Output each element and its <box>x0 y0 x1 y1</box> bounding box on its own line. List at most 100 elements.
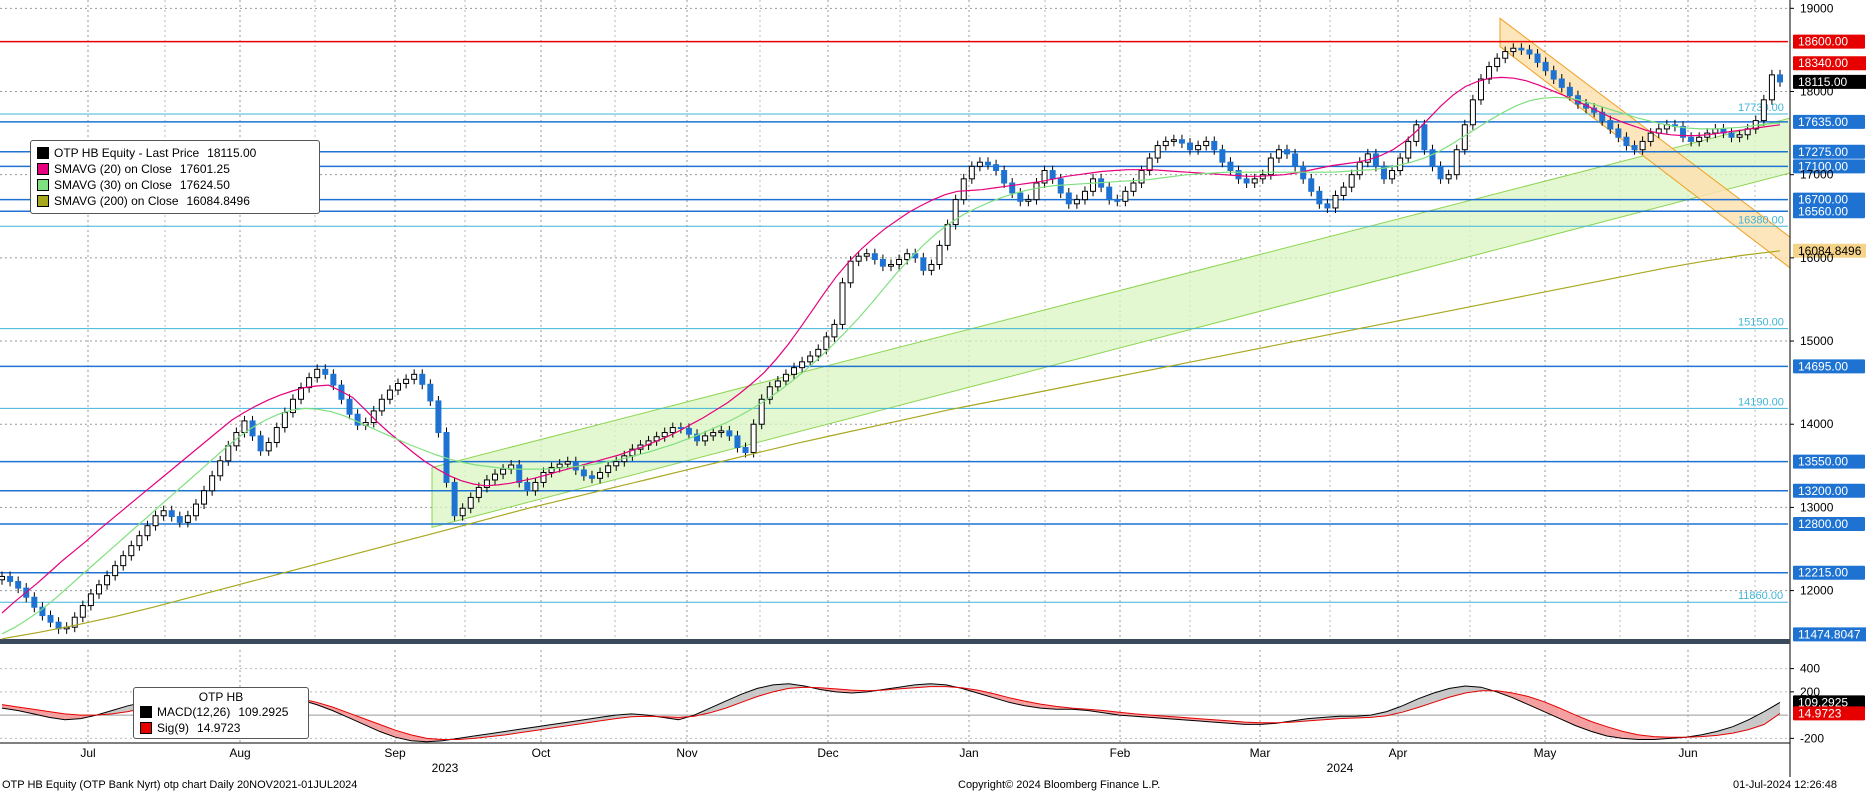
candle[interactable] <box>1195 145 1202 151</box>
candle[interactable] <box>435 400 442 434</box>
candle[interactable] <box>1469 99 1476 126</box>
candle[interactable] <box>807 355 814 363</box>
candle[interactable] <box>742 447 749 454</box>
candle[interactable] <box>217 460 224 477</box>
sma-line-3[interactable] <box>1 250 1781 640</box>
candle[interactable] <box>904 253 911 261</box>
candle[interactable] <box>354 413 361 426</box>
legend-entry[interactable]: SMAVG (30) on Close 17624.50 <box>37 177 313 193</box>
candle[interactable] <box>1251 178 1258 184</box>
candle[interactable] <box>847 260 854 284</box>
candle[interactable] <box>120 555 127 567</box>
candle[interactable] <box>1728 132 1735 138</box>
candle[interactable] <box>758 398 765 425</box>
candle[interactable] <box>613 461 620 467</box>
legend-entry[interactable]: OTP HB Equity - Last Price 18115.00 <box>37 145 313 161</box>
candle[interactable] <box>411 373 418 380</box>
candle[interactable] <box>87 593 94 607</box>
candle[interactable] <box>871 253 878 261</box>
candle[interactable] <box>944 224 951 246</box>
candle[interactable] <box>500 468 507 475</box>
candle[interactable] <box>322 368 329 375</box>
candle[interactable] <box>1178 139 1185 144</box>
candle[interactable] <box>1680 125 1687 138</box>
candle[interactable] <box>984 161 991 166</box>
candle[interactable] <box>1001 170 1008 184</box>
candle[interactable] <box>491 473 498 481</box>
candle[interactable] <box>273 427 280 444</box>
candle[interactable] <box>298 387 305 400</box>
candle[interactable] <box>524 481 531 492</box>
candle[interactable] <box>839 282 846 325</box>
candle[interactable] <box>1211 140 1218 151</box>
candle[interactable] <box>516 464 523 483</box>
candle[interactable] <box>79 605 86 618</box>
legend-entry[interactable]: SMAVG (200) on Close 16084.8496 <box>37 193 313 209</box>
candle[interactable] <box>750 423 757 454</box>
candle[interactable] <box>1235 170 1242 180</box>
candle[interactable] <box>1639 140 1646 151</box>
candle[interactable] <box>564 461 571 465</box>
candle[interactable] <box>386 389 393 400</box>
candle[interactable] <box>1768 74 1775 101</box>
candle[interactable] <box>1736 134 1743 138</box>
candle[interactable] <box>710 432 717 437</box>
candle[interactable] <box>225 445 232 462</box>
candle[interactable] <box>378 398 385 412</box>
candle[interactable] <box>960 178 967 201</box>
legend-entry[interactable]: SMAVG (20) on Close 17601.25 <box>37 161 313 177</box>
candle[interactable] <box>1558 78 1565 88</box>
candle[interactable] <box>1154 145 1161 159</box>
candle[interactable] <box>815 348 822 357</box>
candle[interactable] <box>1009 182 1016 194</box>
candle[interactable] <box>128 545 135 557</box>
candle[interactable] <box>1243 178 1250 184</box>
candle[interactable] <box>1534 53 1541 63</box>
candle[interactable] <box>1760 99 1767 122</box>
candle[interactable] <box>1267 157 1274 176</box>
candle[interactable] <box>734 435 741 449</box>
macd-legend[interactable]: OTP HB MACD(12,26) 109.2925 Sig(9) 14.9723 <box>133 687 309 739</box>
candle[interactable] <box>403 378 410 384</box>
candle[interactable] <box>1025 199 1032 202</box>
candle[interactable] <box>1421 124 1428 151</box>
candle[interactable] <box>1389 170 1396 180</box>
candle[interactable] <box>192 503 199 517</box>
candle[interactable] <box>1380 165 1387 180</box>
candle[interactable] <box>1372 153 1379 167</box>
candle[interactable] <box>831 323 838 338</box>
candle[interactable] <box>1041 170 1048 184</box>
candle[interactable] <box>1437 165 1444 180</box>
macd-legend-entry[interactable]: MACD(12,26) 109.2925 <box>140 704 302 720</box>
candle[interactable] <box>1275 149 1282 159</box>
candle[interactable] <box>1348 174 1355 188</box>
candle[interactable] <box>879 259 886 267</box>
candle[interactable] <box>1615 128 1622 138</box>
candle[interactable] <box>346 398 353 415</box>
candle[interactable] <box>791 367 798 375</box>
candle[interactable] <box>588 475 595 479</box>
candle[interactable] <box>31 596 38 608</box>
candle[interactable] <box>1187 142 1194 151</box>
candle[interactable] <box>952 199 959 226</box>
candle[interactable] <box>1332 194 1339 209</box>
candle[interactable] <box>1405 140 1412 159</box>
candle[interactable] <box>241 420 248 434</box>
candle[interactable] <box>532 481 539 492</box>
candle[interactable] <box>281 412 288 429</box>
candle[interactable] <box>1146 157 1153 172</box>
candle[interactable] <box>1453 149 1460 176</box>
candle[interactable] <box>314 368 321 379</box>
candle[interactable] <box>936 244 943 266</box>
candle[interactable] <box>1607 120 1614 130</box>
candle[interactable] <box>1631 145 1638 151</box>
candle[interactable] <box>1340 186 1347 196</box>
candle[interactable] <box>1081 190 1088 201</box>
candle[interactable] <box>1057 178 1064 194</box>
candle[interactable] <box>475 486 482 498</box>
candle[interactable] <box>1219 149 1226 163</box>
candle[interactable] <box>136 535 143 547</box>
candle[interactable] <box>1550 70 1557 80</box>
candle[interactable] <box>1356 161 1363 176</box>
candle[interactable] <box>1292 153 1299 167</box>
